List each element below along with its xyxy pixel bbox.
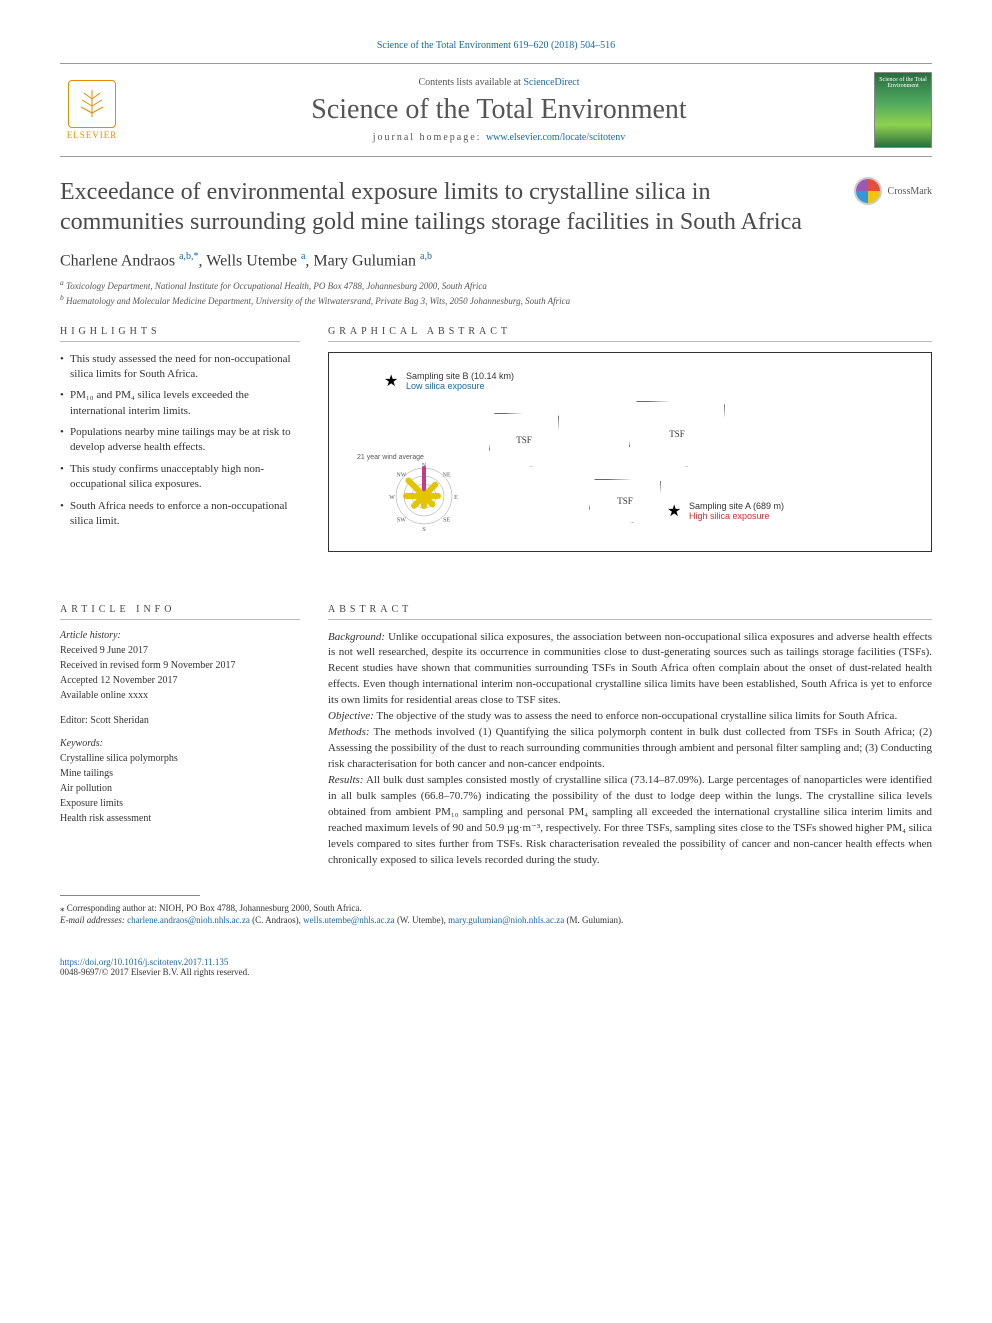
history-line: Received 9 June 2017 (60, 643, 300, 658)
publisher-logo: ELSEVIER (60, 74, 124, 146)
sciencedirect-link[interactable]: ScienceDirect (523, 77, 579, 88)
affiliation-a: a Toxicology Department, National Instit… (60, 278, 932, 293)
journal-header: ELSEVIER Contents lists available at Sci… (60, 63, 932, 157)
history-line: Received in revised form 9 November 2017 (60, 658, 300, 673)
graphical-abstract-heading: GRAPHICAL ABSTRACT (328, 326, 932, 342)
affiliations: a Toxicology Department, National Instit… (60, 278, 932, 307)
doi-link[interactable]: https://doi.org/10.1016/j.scitotenv.2017… (60, 957, 228, 967)
homepage-line: journal homepage: www.elsevier.com/locat… (124, 132, 874, 143)
star-icon: ★ (667, 501, 681, 521)
issn-copyright: 0048-9697/© 2017 Elsevier B.V. All right… (60, 967, 932, 977)
history-line: Available online xxxx (60, 688, 300, 703)
contents-line: Contents lists available at ScienceDirec… (124, 77, 874, 88)
tsf-box: TSF (489, 413, 559, 467)
graphical-abstract: ★ Sampling site B (10.14 km)Low silica ex… (328, 352, 932, 552)
footnote-rule (60, 895, 200, 896)
svg-text:N: N (422, 463, 427, 469)
site-b-label: Sampling site B (10.14 km)Low silica exp… (406, 371, 514, 391)
svg-text:SW: SW (397, 517, 406, 523)
keyword: Mine tailings (60, 766, 300, 781)
author-email[interactable]: mary.gulumian@nioh.nhls.ac.za (448, 915, 564, 925)
highlight-item: This study assessed the need for non-occ… (60, 352, 300, 383)
author-list: Charlene Andraos a,b,*, Wells Utembe a, … (60, 251, 932, 270)
windrose-chart: N NE E SE S SW W NW (389, 461, 459, 531)
affiliation-b: b Haematology and Molecular Medicine Dep… (60, 293, 932, 308)
article-info-heading: ARTICLE INFO (60, 604, 300, 620)
keyword: Air pollution (60, 781, 300, 796)
abstract-section: Results: All bulk dust samples consisted… (328, 773, 932, 869)
star-icon: ★ (384, 371, 398, 391)
tsf-box: TSF (589, 479, 661, 523)
svg-text:NE: NE (443, 472, 451, 478)
svg-text:E: E (454, 495, 458, 501)
abstract-section: Background: Unlike occupational silica e… (328, 630, 932, 710)
keyword: Crystalline silica polymorphs (60, 751, 300, 766)
svg-text:SE: SE (443, 517, 450, 523)
email-line: E-mail addresses: charlene.andraos@nioh.… (60, 914, 932, 927)
homepage-link[interactable]: www.elsevier.com/locate/scitotenv (486, 132, 625, 143)
abstract-section: Methods: The methods involved (1) Quanti… (328, 725, 932, 773)
svg-text:S: S (422, 527, 425, 531)
author-email[interactable]: charlene.andraos@nioh.nhls.ac.za (127, 915, 250, 925)
highlight-item: PM₁₀ and PM₄ silica levels exceeded the … (60, 388, 300, 419)
tsf-box: TSF (629, 401, 725, 467)
site-a-label: Sampling site A (689 m)High silica expos… (689, 501, 784, 521)
journal-name: Science of the Total Environment (124, 94, 874, 126)
article-title: Exceedance of environmental exposure lim… (60, 177, 820, 237)
journal-cover-thumb: Science of the Total Environment (874, 72, 932, 148)
keywords-label: Keywords: (60, 738, 300, 749)
highlight-item: Populations nearby mine tailings may be … (60, 425, 300, 456)
highlight-item: This study confirms unacceptably high no… (60, 462, 300, 493)
highlight-item: South Africa needs to enforce a non-occu… (60, 499, 300, 530)
corresponding-note: ⁎ Corresponding author at: NIOH, PO Box … (60, 902, 932, 915)
editor-line: Editor: Scott Sheridan (60, 713, 300, 728)
crossmark-label: CrossMark (888, 186, 932, 197)
article-history: Received 9 June 2017Received in revised … (60, 643, 300, 703)
elsevier-tree-icon (68, 80, 116, 128)
history-label: Article history: (60, 630, 300, 641)
publisher-name: ELSEVIER (67, 130, 118, 140)
citation-line: Science of the Total Environment 619–620… (60, 40, 932, 51)
crossmark-widget[interactable]: CrossMark (854, 177, 932, 205)
homepage-prefix: journal homepage: (373, 132, 486, 143)
keywords-list: Crystalline silica polymorphsMine tailin… (60, 751, 300, 826)
cover-text: Science of the Total Environment (879, 77, 927, 89)
svg-text:NW: NW (396, 472, 406, 478)
abstract-body: Background: Unlike occupational silica e… (328, 630, 932, 869)
editor-name: Scott Sheridan (90, 715, 149, 726)
keyword: Health risk assessment (60, 811, 300, 826)
editor-label: Editor: (60, 715, 90, 726)
abstract-section: Objective: The objective of the study wa… (328, 709, 932, 725)
keyword: Exposure limits (60, 796, 300, 811)
history-line: Accepted 12 November 2017 (60, 673, 300, 688)
svg-text:W: W (389, 495, 395, 501)
abstract-heading: ABSTRACT (328, 604, 932, 620)
author-email[interactable]: wells.utembe@nhls.ac.za (303, 915, 395, 925)
crossmark-icon (854, 177, 882, 205)
highlights-heading: HIGHLIGHTS (60, 326, 300, 342)
contents-prefix: Contents lists available at (418, 77, 523, 88)
bottom-block: https://doi.org/10.1016/j.scitotenv.2017… (60, 957, 932, 977)
highlights-list: This study assessed the need for non-occ… (60, 352, 300, 530)
windrose-caption: 21 year wind average (357, 454, 424, 461)
footnotes: ⁎ Corresponding author at: NIOH, PO Box … (60, 902, 932, 927)
